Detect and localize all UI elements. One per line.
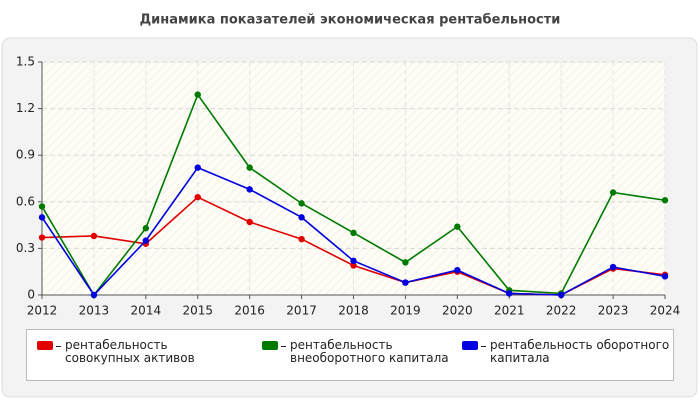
y-tick-label: 0.3 (16, 241, 35, 255)
x-tick-label: 2021 (494, 304, 525, 318)
data-point (609, 263, 617, 271)
data-point (350, 262, 357, 269)
data-point (661, 197, 669, 204)
y-tick-label: 0.9 (16, 148, 35, 162)
legend-item: рентабельность совокупных активов (37, 339, 245, 365)
data-point (350, 257, 357, 265)
data-point (506, 290, 513, 297)
data-point (661, 273, 669, 280)
data-point (246, 218, 253, 226)
x-tick-label: 2017 (286, 304, 317, 318)
y-tick-label: 0 (27, 288, 35, 302)
data-point (90, 232, 98, 240)
data-point (194, 164, 201, 171)
data-point (142, 237, 150, 244)
x-tick-label: 2019 (390, 304, 421, 318)
legend-swatch (262, 341, 278, 350)
x-tick-label: 2014 (131, 304, 162, 318)
data-point (298, 214, 305, 221)
data-point (557, 291, 565, 299)
data-point (609, 189, 617, 196)
data-point (38, 234, 46, 241)
x-tick-label: 2020 (442, 304, 473, 318)
legend-label: рентабельность оборотного капитала (490, 338, 670, 365)
data-point (194, 193, 201, 201)
x-tick-label: 2016 (234, 304, 265, 318)
x-tick-label: 2018 (338, 304, 369, 318)
legend-item: рентабельность оборотного капитала (462, 339, 670, 365)
legend-item: рентабельность внеоборотного капитала (262, 339, 470, 365)
data-point (246, 186, 253, 193)
legend-swatch (37, 341, 53, 350)
data-point (298, 200, 305, 207)
data-point (142, 225, 150, 232)
data-point (38, 214, 46, 221)
data-point (90, 291, 98, 299)
y-tick-label: 1.2 (16, 101, 35, 115)
data-point (298, 235, 305, 243)
y-tick-label: 0.6 (16, 194, 35, 208)
data-point (402, 259, 409, 266)
legend: рентабельность совокупных активов рентабе… (26, 329, 674, 381)
x-tick-label: 2022 (546, 304, 577, 318)
data-point (38, 203, 46, 210)
legend-swatch (462, 341, 478, 350)
x-tick-label: 2012 (27, 304, 58, 318)
legend-label: рентабельность внеоборотного капитала (290, 338, 449, 365)
legend-dash (56, 346, 61, 347)
data-point (350, 229, 357, 237)
legend-label: рентабельность совокупных активов (65, 338, 195, 365)
data-point (454, 266, 461, 274)
legend-dash (481, 346, 486, 347)
x-tick-label: 2024 (650, 304, 681, 318)
data-point (194, 91, 201, 98)
x-tick-label: 2023 (598, 304, 629, 318)
x-tick-label: 2015 (182, 304, 213, 318)
legend-dash (281, 346, 286, 347)
data-point (402, 279, 409, 286)
y-tick-label: 1.5 (16, 55, 35, 69)
x-tick-label: 2013 (79, 304, 110, 318)
data-point (454, 223, 461, 230)
chart-title: Динамика показателей экономическая рента… (140, 13, 561, 28)
data-point (246, 164, 253, 171)
